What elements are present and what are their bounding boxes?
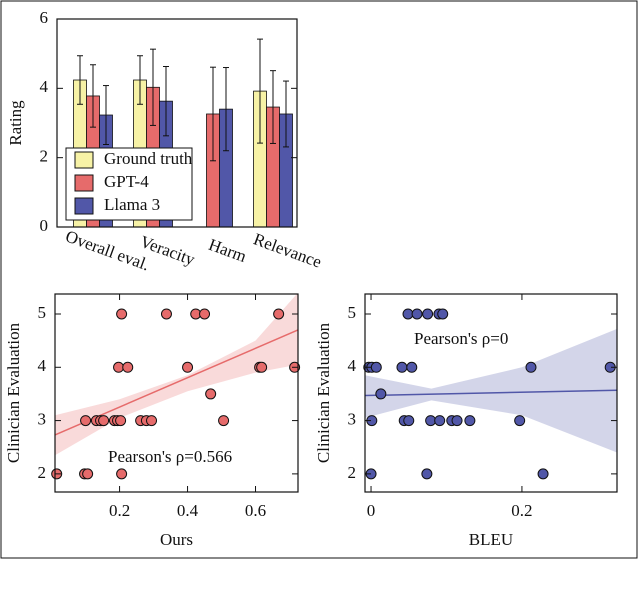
point <box>273 308 285 320</box>
y-tick-label: 2 <box>40 147 49 166</box>
y-tick-label: 2 <box>348 463 357 482</box>
point <box>421 468 433 480</box>
point <box>451 415 463 427</box>
y-axis-label: Rating <box>6 100 25 146</box>
point <box>98 415 110 427</box>
annotation: Pearson's ρ=0 <box>414 329 508 348</box>
y-tick-label: 5 <box>348 303 357 322</box>
y-tick-label: 2 <box>38 463 47 482</box>
point <box>115 415 127 427</box>
point <box>514 415 526 427</box>
error-bar <box>137 55 143 105</box>
plot-frame <box>364 293 618 493</box>
point <box>525 361 537 373</box>
point <box>406 361 418 373</box>
point <box>122 361 134 373</box>
point <box>116 468 128 480</box>
point <box>537 468 549 480</box>
y-tick-label: 3 <box>38 409 47 428</box>
error-bar <box>103 85 109 145</box>
y-tick-label: 0 <box>40 216 49 235</box>
point <box>437 308 449 320</box>
y-tick-label: 4 <box>348 356 357 375</box>
point <box>199 308 211 320</box>
x-tick-label: 0.2 <box>109 501 130 520</box>
error-bar <box>283 80 289 148</box>
point <box>434 415 446 427</box>
legend-label: GPT-4 <box>104 172 149 191</box>
error-bar <box>270 70 276 144</box>
error-bar <box>90 64 96 128</box>
point <box>205 388 217 400</box>
x-tick-label: 0.4 <box>177 501 199 520</box>
point <box>396 361 408 373</box>
annotation: Pearson's ρ=0.566 <box>108 447 232 466</box>
point <box>402 308 414 320</box>
x-tick-label: Overall eval. <box>63 227 152 275</box>
point <box>403 415 415 427</box>
error-bar <box>210 66 216 162</box>
point <box>425 415 437 427</box>
y-tick-label: 5 <box>38 303 47 322</box>
legend-swatch <box>74 197 94 215</box>
error-bar <box>150 48 156 126</box>
point <box>464 415 476 427</box>
fit-line <box>364 389 618 397</box>
plot-frame <box>54 293 299 493</box>
error-bar <box>223 67 229 152</box>
error-bar <box>257 38 263 144</box>
point <box>422 308 434 320</box>
point <box>80 415 92 427</box>
y-axis-label: Clinician Evaluation <box>4 322 23 463</box>
confidence-band <box>365 328 617 453</box>
legend-label: Llama 3 <box>104 195 160 214</box>
legend-swatch <box>74 174 94 192</box>
y-tick-label: 4 <box>40 77 49 96</box>
plot-frame <box>56 18 298 228</box>
y-axis-label: Clinician Evaluation <box>314 322 333 463</box>
point <box>411 308 423 320</box>
x-tick-label: 0.6 <box>245 501 266 520</box>
point <box>160 308 172 320</box>
y-tick-label: 3 <box>348 409 357 428</box>
point <box>256 361 268 373</box>
point <box>370 361 382 373</box>
x-tick-label: Relevance <box>251 229 324 271</box>
point <box>218 415 230 427</box>
frame <box>0 0 638 559</box>
x-tick-label: Harm <box>206 235 249 266</box>
point <box>116 308 128 320</box>
y-tick-label: 6 <box>40 8 49 27</box>
point <box>375 388 387 400</box>
legend-label: Ground truth <box>104 149 193 168</box>
x-tick-label: 0.2 <box>511 501 532 520</box>
x-axis-label: BLEU <box>469 530 513 549</box>
confidence-band <box>55 294 298 456</box>
error-bar <box>77 55 83 105</box>
y-tick-label: 4 <box>38 356 47 375</box>
point <box>182 361 194 373</box>
point <box>113 361 125 373</box>
legend: Ground truth GPT-4 Llama 3 <box>65 147 193 221</box>
x-tick-label: 0 <box>367 501 376 520</box>
error-bar <box>163 65 169 137</box>
legend-swatch <box>74 151 94 169</box>
x-axis-label: Ours <box>160 530 193 549</box>
point <box>82 468 94 480</box>
point <box>146 415 158 427</box>
